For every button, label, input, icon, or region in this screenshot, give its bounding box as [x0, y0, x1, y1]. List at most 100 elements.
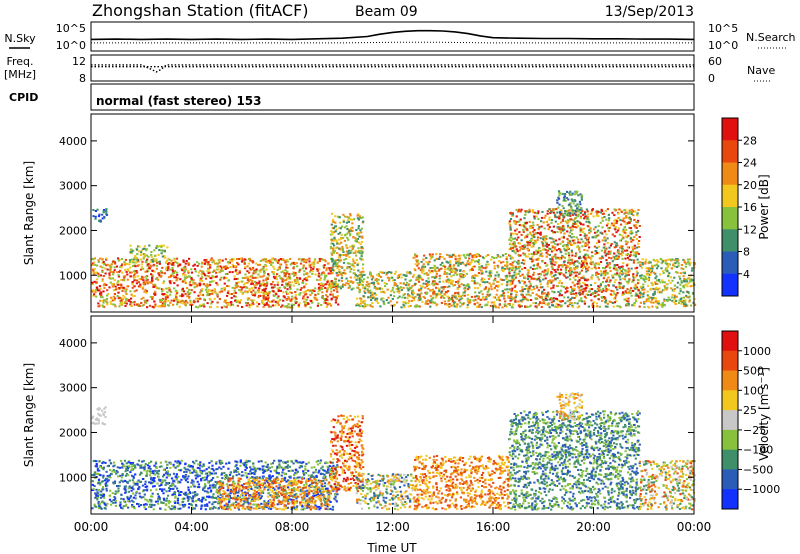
power-colorbar-tick-4: 12 [743, 223, 757, 236]
beam-label: Beam 09 [355, 4, 418, 20]
velocity-y-tick-2: 3000 [59, 382, 87, 395]
velocity-y-tick-0: 1000 [59, 471, 87, 484]
power-colorbar-swatch-3 [722, 184, 738, 208]
x-axis-label: Time UT [366, 541, 417, 554]
station-title: Zhongshan Station (fitACF) [92, 1, 309, 20]
power-colorbar-tick-3: 16 [743, 201, 757, 214]
velocity-colorbar-swatch-1 [722, 350, 738, 372]
velocity-colorbar-tick-7: −1000 [743, 483, 780, 496]
velocity-colorbar-label: Velocity [m s−1] [757, 367, 772, 461]
power-region-5 [412, 252, 511, 309]
mode-text: normal (fast stereo) 153 [96, 94, 262, 108]
power-region-6 [508, 208, 641, 309]
power-colorbar: 28 24 20 16 12 8 4 [721, 117, 757, 297]
power-heatmap [91, 190, 697, 309]
freq-panel-frame [90, 54, 695, 82]
power-colorbar-tick-1: 24 [743, 157, 757, 170]
velocity-region-2 [217, 477, 331, 511]
time-axis: 00:00 04:00 08:00 12:00 16:00 20:00 00:00 [74, 305, 712, 534]
power-colorbar-swatch-2 [722, 162, 738, 186]
x-tick-3: 12:00 [375, 520, 410, 534]
velocity-y-tick-3: 4000 [59, 337, 87, 350]
power-colorbar-label: Power [dB] [757, 174, 771, 239]
noise-panel [90, 29, 695, 44]
power-y-tick-2: 3000 [59, 180, 87, 193]
freq-tick-top-left: 12 [72, 55, 86, 68]
power-region-3 [329, 212, 365, 291]
velocity-region-5 [412, 454, 511, 511]
velocity-colorbar-tick-5: −100 [743, 444, 773, 457]
power-region-7 [556, 190, 584, 219]
noise-right-label: N.Search [746, 31, 796, 44]
noise-panel-frame [90, 21, 695, 52]
x-tick-6: 00:00 [677, 520, 712, 534]
cpid-label: CPID [9, 91, 38, 104]
freq-series-freq [91, 64, 694, 73]
power-y-ticks: 1000 2000 3000 4000 [59, 135, 694, 282]
power-y-axis-label: Slant Range [km] [22, 161, 36, 265]
power-region-8 [638, 257, 697, 309]
velocity-colorbar-swatch-7 [722, 469, 738, 490]
freq-tick-bottom-right: 0 [708, 72, 715, 85]
velocity-y-tick-1: 2000 [59, 426, 87, 439]
power-colorbar-swatch-4 [722, 207, 738, 230]
x-tick-0: 00:00 [74, 520, 109, 534]
power-colorbar-swatch-1 [722, 140, 738, 163]
noise-left-label: N.Sky [4, 32, 36, 45]
noise-tick-bottom-right: 10^0 [708, 39, 738, 52]
velocity-region-1 [91, 406, 107, 426]
power-colorbar-swatch-5 [722, 229, 738, 252]
velocity-colorbar-tick-6: −500 [743, 463, 773, 476]
power-region-1 [92, 208, 109, 223]
power-colorbar-swatch-6 [722, 251, 738, 275]
date-label: 13/Sep/2013 [605, 4, 694, 20]
power-colorbar-tick-6: 4 [743, 268, 750, 281]
velocity-colorbar: 1000 500 100 25 −25 −100 −500 −1000 [721, 330, 780, 510]
velocity-colorbar-swatch-4 [722, 410, 738, 431]
velocity-y-ticks: 1000 2000 3000 4000 [59, 337, 694, 484]
freq-left-label: Freq. [6, 55, 33, 68]
power-colorbar-tick-0: 28 [743, 134, 757, 147]
power-colorbar-tick-2: 20 [743, 179, 757, 192]
velocity-region-3 [329, 414, 365, 493]
velocity-colorbar-tick-4: −25 [743, 424, 766, 437]
power-region-2 [128, 244, 169, 264]
freq-left-unit: [MHz] [4, 68, 36, 81]
freq-right-label: Nave [747, 64, 775, 77]
velocity-colorbar-tick-3: 25 [743, 404, 757, 417]
power-colorbar-tick-5: 8 [743, 246, 750, 259]
velocity-colorbar-tick-0: 1000 [743, 345, 771, 358]
velocity-y-axis-label: Slant Range [km] [22, 363, 36, 467]
power-colorbar-swatch-0 [722, 118, 738, 141]
noise-tick-top-left: 10^5 [56, 22, 86, 35]
velocity-colorbar-tick-2: 100 [743, 384, 764, 397]
x-tick-4: 16:00 [476, 520, 511, 534]
x-tick-2: 08:00 [275, 520, 310, 534]
velocity-region-7 [556, 392, 584, 421]
x-tick-1: 04:00 [174, 520, 209, 534]
velocity-colorbar-swatch-2 [722, 370, 738, 391]
velocity-colorbar-swatch-0 [722, 331, 738, 352]
noise-series-dotted [91, 41, 694, 44]
velocity-colorbar-tick-1: 500 [743, 365, 764, 378]
x-tick-5: 20:00 [576, 520, 611, 534]
cpid-panel-frame [90, 83, 695, 111]
freq-panel [91, 64, 694, 73]
velocity-heatmap [91, 392, 696, 511]
noise-tick-top-right: 10^5 [708, 22, 738, 35]
power-region-0 [91, 257, 340, 309]
freq-tick-bottom-left: 8 [79, 72, 86, 85]
noise-tick-bottom-left: 10^0 [56, 39, 86, 52]
freq-tick-top-right: 60 [708, 55, 722, 68]
velocity-colorbar-swatch-3 [722, 390, 738, 411]
velocity-region-8 [638, 459, 696, 511]
noise-series-solid [90, 29, 695, 41]
power-y-tick-1: 2000 [59, 224, 87, 237]
power-colorbar-swatch-7 [722, 273, 738, 297]
power-y-tick-3: 4000 [59, 135, 87, 148]
velocity-colorbar-swatch-5 [722, 429, 738, 451]
power-region-4 [355, 270, 415, 309]
velocity-region-4 [354, 472, 415, 511]
velocity-colorbar-swatch-8 [722, 489, 738, 510]
